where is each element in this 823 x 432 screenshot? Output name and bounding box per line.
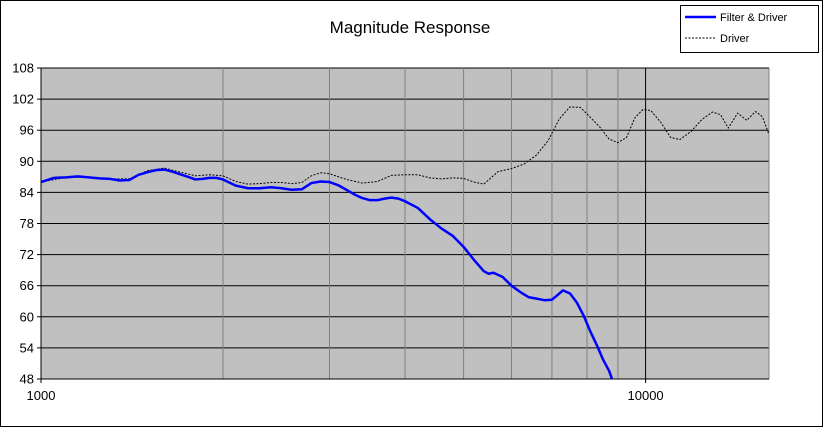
legend-box: [680, 5, 819, 53]
y-tick-label: 96: [20, 123, 34, 138]
legend-label: Driver: [720, 33, 750, 45]
y-tick-label: 78: [20, 216, 34, 231]
series-line-driver: [41, 106, 769, 185]
x-tick-label: 1000: [27, 388, 56, 403]
y-tick-label: 102: [12, 92, 34, 107]
y-tick-label: 54: [20, 340, 34, 355]
series-line-filter-driver: [41, 168, 614, 379]
y-tick-label: 72: [20, 247, 34, 262]
legend-label: Filter & Driver: [720, 12, 788, 24]
y-tick-label: 48: [20, 372, 34, 387]
y-tick-label: 84: [20, 185, 34, 200]
y-tick-label: 108: [12, 61, 34, 76]
y-tick-label: 66: [20, 278, 34, 293]
plot-area: 48 54 60 66 72 78 84 90 96 102 108 1000 10000: [12, 61, 770, 403]
chart-title: Magnitude Response: [330, 18, 491, 37]
y-tick-label: 90: [20, 154, 34, 169]
y-tick-label: 60: [20, 309, 34, 324]
x-tick-label: 10000: [628, 388, 664, 403]
legend: Filter & Driver Driver: [680, 5, 819, 53]
